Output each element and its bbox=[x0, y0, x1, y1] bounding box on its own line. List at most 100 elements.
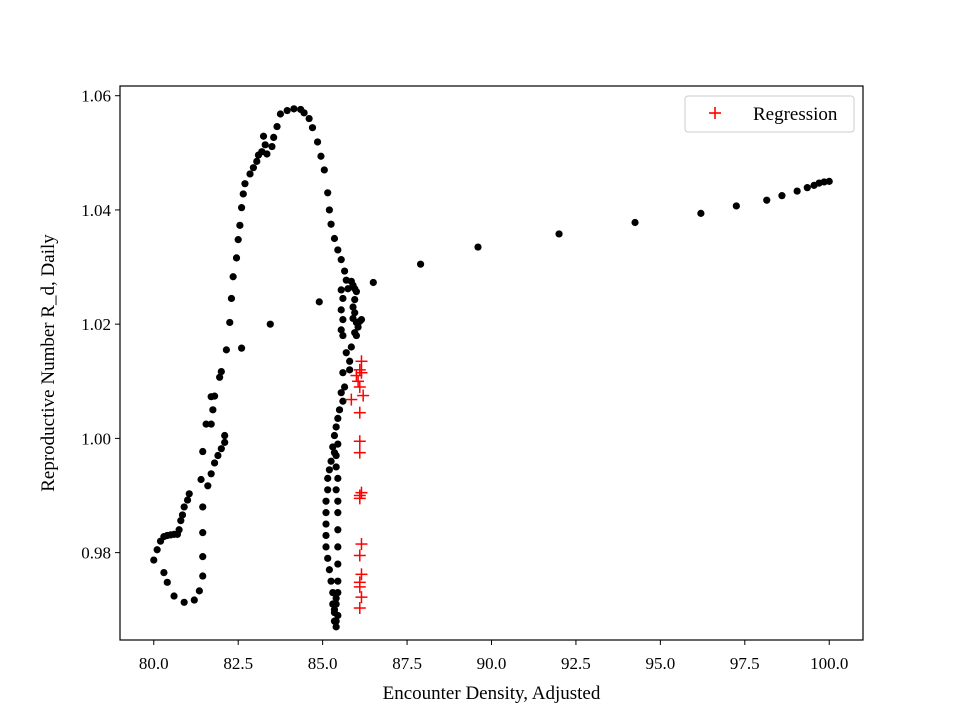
x-tick-label: 92.5 bbox=[561, 654, 591, 673]
data-point bbox=[332, 617, 340, 625]
data-point bbox=[369, 278, 377, 287]
x-tick-label: 95.0 bbox=[645, 654, 675, 673]
regression-point bbox=[353, 549, 366, 562]
data-point bbox=[199, 529, 207, 537]
x-tick-label: 80.0 bbox=[139, 654, 169, 673]
legend-box bbox=[684, 95, 855, 133]
data-point bbox=[732, 202, 740, 210]
data-point bbox=[330, 431, 339, 440]
data-point bbox=[305, 114, 313, 123]
data-point bbox=[697, 209, 705, 217]
data-point bbox=[290, 105, 298, 113]
data-point bbox=[416, 260, 425, 268]
data-point bbox=[313, 138, 322, 146]
data-point bbox=[354, 323, 362, 331]
data-point bbox=[204, 482, 212, 490]
data-point bbox=[261, 141, 269, 149]
data-point bbox=[322, 497, 330, 505]
data-point bbox=[349, 303, 357, 311]
regression-point bbox=[353, 580, 366, 593]
data-point bbox=[232, 254, 241, 262]
data-point bbox=[239, 190, 247, 198]
data-point bbox=[226, 318, 234, 327]
x-tick-label: 97.5 bbox=[730, 654, 760, 673]
data-point bbox=[335, 406, 344, 414]
data-point bbox=[199, 572, 207, 580]
data-point bbox=[308, 124, 317, 132]
data-point bbox=[346, 357, 354, 365]
data-point bbox=[334, 560, 342, 568]
x-tick-label: 87.5 bbox=[392, 654, 422, 673]
legend-label: Regression bbox=[753, 104, 838, 125]
regression-point bbox=[353, 446, 366, 459]
data-point bbox=[332, 463, 340, 471]
observed-series bbox=[150, 105, 833, 631]
regression-point bbox=[353, 435, 366, 448]
data-point bbox=[337, 326, 345, 334]
data-point bbox=[334, 246, 342, 254]
data-point bbox=[207, 420, 215, 428]
data-point bbox=[185, 490, 193, 498]
data-point bbox=[327, 457, 335, 465]
data-point bbox=[190, 596, 198, 604]
data-point bbox=[249, 164, 258, 172]
regression-point bbox=[353, 363, 366, 376]
data-point bbox=[334, 588, 342, 597]
data-point bbox=[334, 577, 342, 585]
data-point bbox=[222, 346, 230, 354]
data-point bbox=[216, 373, 224, 381]
regression-point bbox=[353, 602, 366, 615]
data-point bbox=[334, 509, 342, 517]
regression-point bbox=[355, 538, 368, 551]
data-point bbox=[332, 594, 340, 602]
y-tick-label: 1.04 bbox=[81, 201, 111, 220]
data-point bbox=[317, 152, 325, 160]
data-point bbox=[273, 122, 281, 131]
data-point bbox=[793, 187, 801, 195]
data-point bbox=[334, 414, 342, 422]
y-tick-label: 0.98 bbox=[81, 544, 111, 563]
data-point bbox=[324, 554, 332, 562]
data-point bbox=[160, 569, 168, 577]
data-point bbox=[337, 306, 345, 314]
data-point bbox=[300, 109, 308, 117]
data-point bbox=[339, 397, 347, 405]
data-point bbox=[322, 531, 330, 540]
x-tick-label: 85.0 bbox=[308, 654, 338, 673]
regression-point bbox=[350, 369, 363, 382]
data-point bbox=[332, 623, 340, 631]
data-point bbox=[237, 344, 246, 352]
data-point bbox=[150, 556, 158, 564]
data-point bbox=[324, 486, 332, 494]
data-point bbox=[246, 170, 254, 178]
data-point bbox=[153, 546, 161, 554]
data-point bbox=[339, 369, 347, 377]
regression-point bbox=[355, 486, 368, 499]
data-point bbox=[325, 566, 333, 574]
data-point bbox=[320, 166, 328, 174]
regression-point bbox=[345, 393, 358, 406]
data-point bbox=[339, 315, 347, 324]
data-point bbox=[322, 543, 330, 551]
data-point bbox=[214, 451, 222, 460]
data-point bbox=[330, 606, 339, 614]
data-point bbox=[803, 184, 811, 192]
data-point bbox=[325, 206, 333, 214]
data-point bbox=[332, 486, 340, 494]
data-point bbox=[241, 180, 249, 188]
data-point bbox=[324, 474, 332, 482]
data-point bbox=[236, 221, 244, 229]
x-axis-label: Encounter Density, Adjusted bbox=[383, 683, 601, 704]
data-point bbox=[170, 592, 178, 600]
data-point bbox=[195, 587, 203, 595]
data-point bbox=[347, 343, 355, 351]
data-point bbox=[334, 497, 342, 505]
x-tick-label: 100.0 bbox=[810, 654, 848, 673]
regression-point bbox=[352, 375, 365, 388]
data-point bbox=[202, 420, 210, 428]
regression-series bbox=[345, 355, 370, 615]
data-point bbox=[357, 315, 366, 324]
data-point bbox=[329, 588, 337, 597]
data-point bbox=[474, 243, 482, 251]
y-tick-label: 1.02 bbox=[81, 315, 111, 334]
